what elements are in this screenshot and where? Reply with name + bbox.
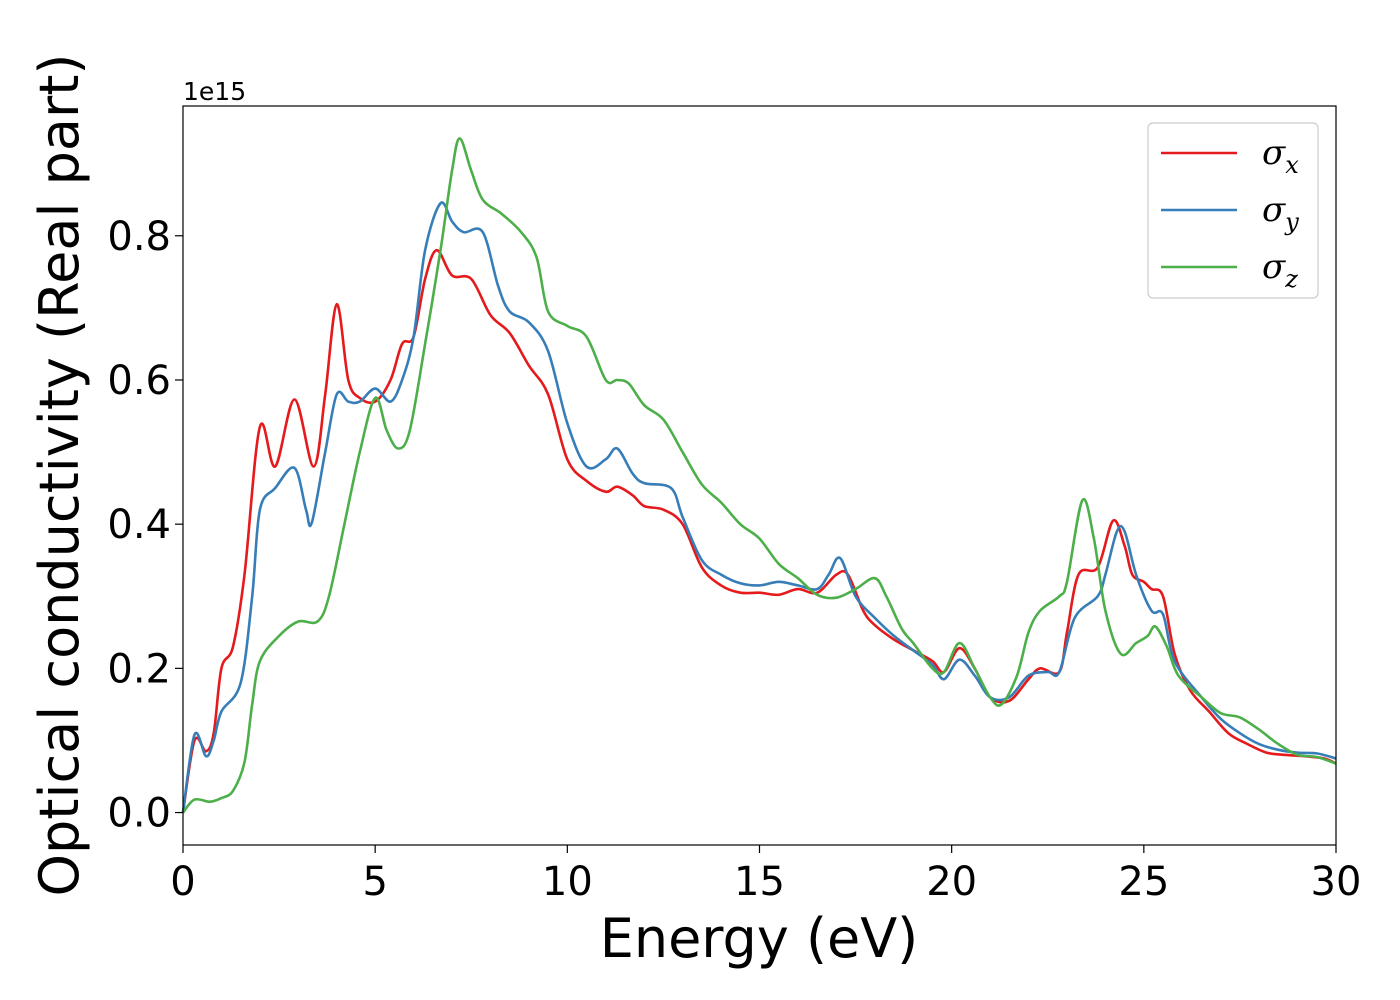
y-offset-label: 1e15 (183, 77, 246, 106)
legend-subscript: z (1284, 265, 1298, 293)
series-line-sigma-y (181, 201, 1337, 813)
y-axis-ticks: 0.0 0.2 0.4 0.6 0.8 (107, 214, 183, 837)
y-tick-label: 0.4 (107, 502, 171, 548)
y-axis-title: Optical conductivity (Real part) (28, 54, 91, 897)
x-tick-label: 25 (1118, 859, 1169, 905)
x-tick-label: 0 (170, 859, 195, 905)
x-axis-ticks: 0 5 10 15 20 25 30 (170, 845, 1361, 905)
y-tick-label: 0.0 (107, 791, 171, 837)
y-tick-label: 0.2 (107, 646, 171, 692)
legend-subscript: x (1285, 151, 1299, 179)
x-tick-label: 5 (362, 859, 387, 905)
x-axis-title: Energy (eV) (600, 907, 919, 970)
legend-subscript: y (1284, 208, 1299, 236)
x-tick-label: 15 (734, 859, 785, 905)
x-tick-label: 30 (1311, 859, 1362, 905)
series-line-sigma-x (181, 248, 1337, 813)
series-line-sigma-z (181, 137, 1337, 814)
y-tick-label: 0.8 (107, 214, 171, 260)
y-tick-label: 0.6 (107, 358, 171, 404)
plot-area (183, 106, 1336, 845)
x-tick-label: 10 (542, 859, 593, 905)
x-tick-label: 20 (926, 859, 977, 905)
series-layer (181, 137, 1337, 814)
